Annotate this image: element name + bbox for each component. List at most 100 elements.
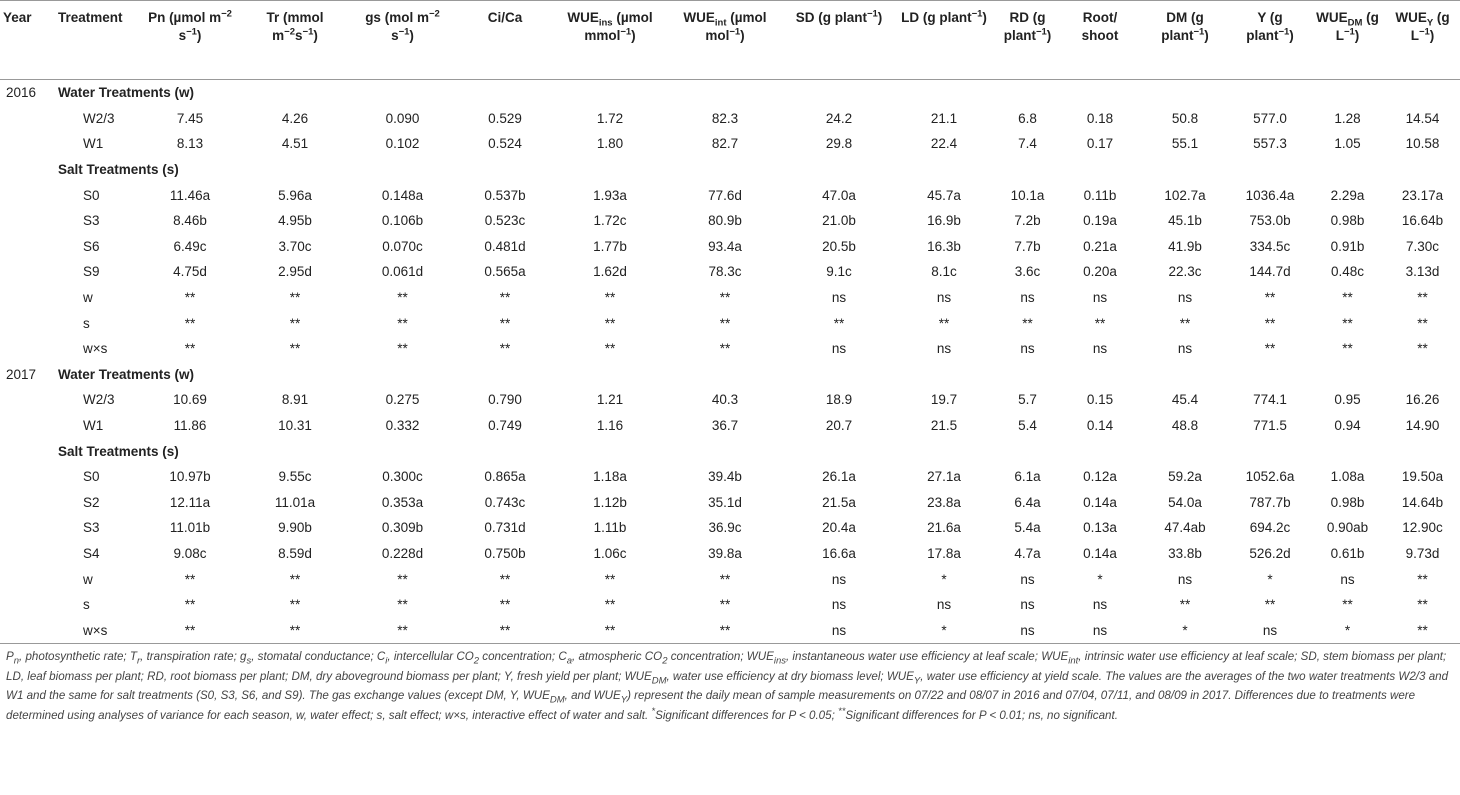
value-cell: 0.537b xyxy=(484,187,526,203)
value-cell: 0.13a xyxy=(1083,520,1117,536)
value-cell: 3.70c xyxy=(278,238,312,254)
value-cell: ns xyxy=(1020,341,1035,357)
data-table: Year Treatment Pn (µmol m−2 s−1) Tr (mmol m… xyxy=(0,0,1460,645)
text: ) xyxy=(313,28,318,43)
value-cell: 0.743c xyxy=(484,494,526,510)
value-cell: ns xyxy=(831,341,847,357)
subscript: 2 xyxy=(662,655,668,667)
text: s xyxy=(391,28,399,43)
text: ) xyxy=(982,10,987,25)
value-cell: 21.5a xyxy=(822,494,856,510)
table-row: Salt Treatments (s) xyxy=(0,157,1460,183)
value-cell: ns xyxy=(1092,341,1108,357)
text: Significant differences for P < 0.01; ns… xyxy=(845,708,1118,722)
text: , water use efficiency at yield scale. T… xyxy=(6,669,1449,703)
superscript: −1 xyxy=(1418,26,1430,38)
table-row: S2 12.11a 11.01a 0.353a 0.743c 1.12b 35.1d 21.5… xyxy=(0,490,1460,516)
value-cell: ** xyxy=(1417,597,1428,613)
value-cell: 9.55c xyxy=(278,469,312,485)
subscript: Y xyxy=(913,674,921,686)
value-cell: 0.12a xyxy=(1083,469,1117,485)
value-cell: 0.98b xyxy=(1330,213,1365,229)
value-cell: 59.2a xyxy=(1168,469,1202,485)
value-cell: 0.17 xyxy=(1086,136,1114,152)
value-cell: 23.17a xyxy=(1401,187,1444,203)
value-cell: 82.7 xyxy=(711,136,739,152)
value-cell: 35.1d xyxy=(708,494,742,510)
value-cell: 1.80 xyxy=(596,136,624,152)
value-cell: 12.90c xyxy=(1402,520,1443,536)
value-cell: ns xyxy=(1020,290,1035,306)
column-header: Root/ shoot xyxy=(1060,0,1140,80)
value-cell: 0.11b xyxy=(1083,187,1117,203)
table-row: S6 6.49c 3.70c 0.070c 0.481d 1.77b 93.4a 20.5b 1… xyxy=(0,234,1460,260)
value-cell: 1.72c xyxy=(593,213,627,229)
spacer xyxy=(350,80,1460,106)
year-cell xyxy=(0,234,55,260)
text: , transpiration rate; g xyxy=(140,650,247,664)
value-cell: ** xyxy=(1417,315,1428,331)
value-cell: 0.865a xyxy=(484,469,526,485)
subscript: ins xyxy=(598,17,613,29)
text: WUE xyxy=(683,10,715,25)
value-cell: 54.0a xyxy=(1168,494,1202,510)
value-cell: 80.9b xyxy=(708,213,742,229)
year-cell xyxy=(0,490,55,516)
column-header: WUEint (µmol mol−1) xyxy=(665,0,785,80)
value-cell: 0.332 xyxy=(385,418,420,434)
value-cell: 5.4a xyxy=(1014,520,1041,536)
value-cell: 26.1a xyxy=(822,469,856,485)
value-cell: 11.46a xyxy=(169,187,211,203)
value-cell: 23.8a xyxy=(927,494,961,510)
value-cell: ns xyxy=(831,571,847,587)
value-cell: 21.6a xyxy=(927,520,961,536)
value-cell: 1036.4a xyxy=(1245,187,1295,203)
text: ) xyxy=(409,28,414,43)
value-cell: 7.2b xyxy=(1014,213,1041,229)
value-cell: ns xyxy=(831,290,847,306)
text: RD (g plant xyxy=(1003,10,1046,43)
value-cell: 21.0b xyxy=(822,213,856,229)
value-cell: 557.3 xyxy=(1253,136,1287,152)
text: concentration; WUE xyxy=(667,650,774,664)
value-cell: 20.4a xyxy=(822,520,856,536)
column-header: LD (g plant−1) xyxy=(893,0,995,80)
value-cell: 8.46b xyxy=(173,213,207,229)
value-cell: 8.91 xyxy=(281,392,309,408)
value-cell: 48.8 xyxy=(1171,418,1199,434)
value-cell: 0.070c xyxy=(382,238,423,254)
value-cell: 102.7a xyxy=(1164,187,1206,203)
value-cell: 694.2c xyxy=(1249,520,1291,536)
value-cell: 0.102 xyxy=(385,136,420,152)
value-cell: ** xyxy=(604,597,616,613)
column-header: WUEDM (g L−1) xyxy=(1310,0,1385,80)
year-cell xyxy=(0,541,55,567)
value-cell: 9.1c xyxy=(826,264,852,280)
value-cell: 14.90 xyxy=(1405,418,1440,434)
treatment-cell: s xyxy=(83,597,90,613)
value-cell: 10.1a xyxy=(1010,187,1045,203)
year-cell xyxy=(0,464,55,490)
table-row: W2/3 7.45 4.26 0.090 0.529 1.72 82.3 24.2 21.1 6.… xyxy=(0,106,1460,132)
value-cell: 753.0b xyxy=(1249,213,1291,229)
table-row: w ** ** ** ** ** ** ns ns ns ns ns ** ** ** xyxy=(0,285,1460,311)
value-cell: 2.95d xyxy=(278,264,312,280)
table-row: s ** ** ** ** ** ** ** ** ** ** ** ** ** ** xyxy=(0,310,1460,336)
value-cell: 0.090 xyxy=(385,110,420,126)
treatment-cell: S0 xyxy=(83,187,100,203)
value-cell: 5.96a xyxy=(278,187,312,203)
value-cell: 1.62d xyxy=(593,264,627,280)
value-cell: 93.4a xyxy=(708,238,742,254)
subscript: DM xyxy=(1347,17,1363,29)
value-cell: ** xyxy=(499,341,511,357)
text: WUE xyxy=(567,10,599,25)
value-cell: ** xyxy=(1417,341,1428,357)
year-cell xyxy=(0,259,55,285)
value-cell: 0.61b xyxy=(1330,545,1365,561)
value-cell: ** xyxy=(289,341,301,357)
section-cell: Water Treatments (w) xyxy=(58,85,195,101)
value-cell: ** xyxy=(604,341,616,357)
table-row: S3 11.01b 9.90b 0.309b 0.731d 1.11b 36.9c 20.4a… xyxy=(0,515,1460,541)
table-row: W1 8.13 4.51 0.102 0.524 1.80 82.7 29.8 22.4 7.4 0… xyxy=(0,131,1460,157)
value-cell: ** xyxy=(719,571,731,587)
